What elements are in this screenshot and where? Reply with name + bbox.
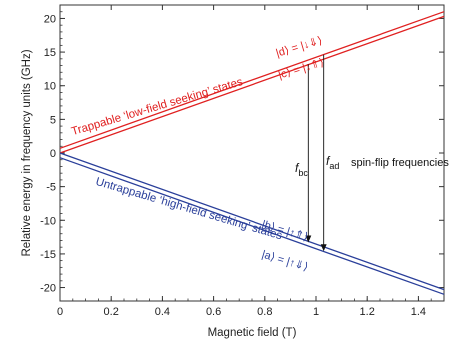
y-tick-label: -5 (46, 182, 56, 194)
y-axis-label: Relative energy in frequency units (GHz) (21, 49, 33, 256)
y-tick-label: -15 (40, 249, 56, 261)
y-tick-label: 15 (44, 47, 56, 59)
state-d-label: |d⟩ = |↓⇓⟩ (275, 35, 324, 60)
axis-ticks: 0 0.2 0.4 0.6 0.8 1 1.2 1.4 -20 -15 -10 -5 0 5 10 15 20 (40, 4, 445, 318)
transition-arrows (305, 54, 327, 252)
x-tick-label: 0.2 (104, 306, 119, 318)
y-tick-label: -10 (40, 215, 56, 227)
state-c-label: |c⟩ = |↓⇑⟩ (277, 57, 326, 82)
f-bc-label: fbc (295, 161, 308, 178)
transition-arrow-head (320, 244, 327, 252)
x-axis-label: Magnetic field (T) (208, 327, 297, 339)
x-tick-label: 0.8 (257, 306, 272, 318)
state-b-label: |b⟩ = |↑⇑⟩ (260, 219, 309, 244)
x-tick-label: 1.2 (360, 306, 375, 318)
trappable-label: Trappable ‘low-field seeking’ states (70, 76, 244, 138)
series-line (59, 152, 445, 291)
series-line (59, 15, 445, 154)
x-tick-label: 0 (57, 306, 63, 318)
series-lines (59, 11, 445, 295)
y-tick-label: 10 (44, 81, 56, 93)
y-tick-label: 20 (44, 13, 56, 25)
f-ad-label: fad (326, 154, 339, 171)
plot-frame (59, 4, 445, 302)
transition-arrow-head (305, 235, 312, 243)
x-tick-label: 0.6 (206, 306, 221, 318)
series-line (59, 157, 445, 295)
y-tick-label: -20 (40, 283, 56, 295)
series-line (59, 11, 445, 149)
x-tick-label: 0.4 (155, 306, 170, 318)
y-tick-label: 5 (50, 114, 56, 126)
state-a-label: |a⟩ = |↑⇓⟩ (260, 249, 309, 274)
untrappable-label: Untrappable ‘high-field seeking’ states (94, 176, 284, 243)
x-tick-label: 1.4 (411, 306, 426, 318)
spin-flip-label: spin-flip frequencies (351, 157, 449, 169)
x-tick-label: 1 (313, 306, 319, 318)
y-tick-label: 0 (50, 148, 56, 160)
